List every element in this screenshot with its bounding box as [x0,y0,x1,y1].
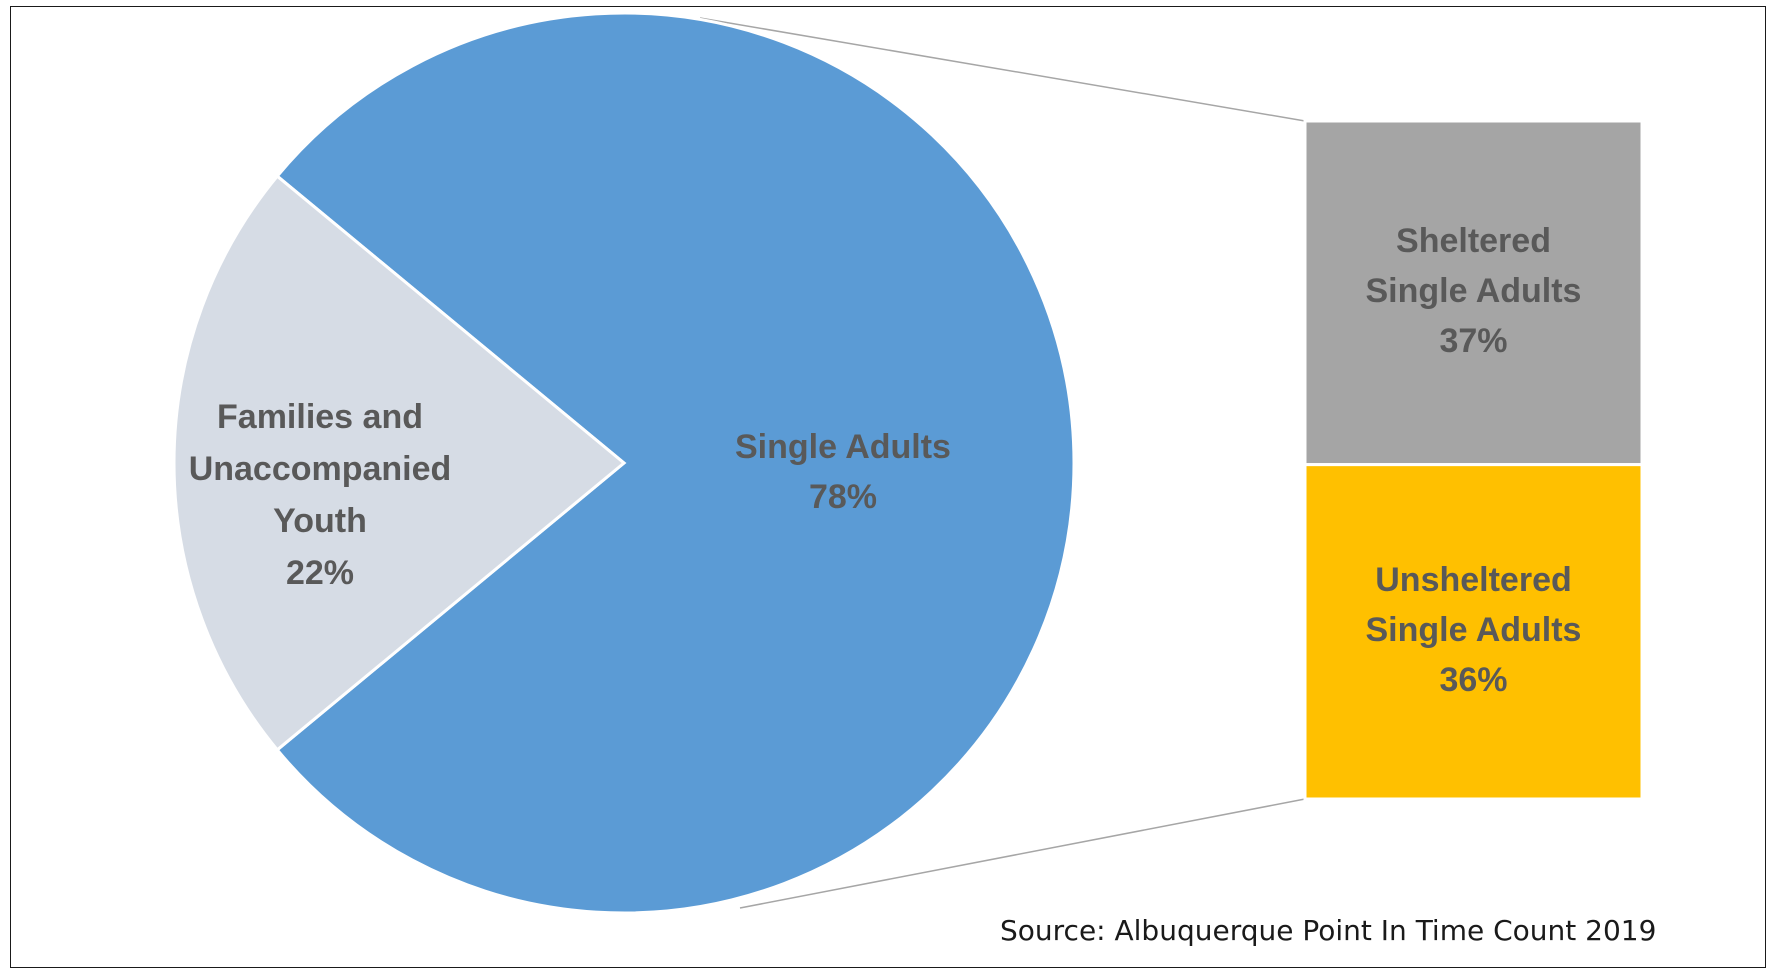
breakdown-bar [1303,119,1644,801]
label-families-youth: Families and Unaccompanied Youth 22% [189,398,452,592]
label-sheltered: Sheltered Single Adults 37% [1366,222,1582,360]
source-note: Source: Albuquerque Point In Time Count … [1000,914,1656,947]
bar-segment-unsheltered [1303,463,1644,801]
connector-line-bottom [739,798,1306,909]
label-single-adults: Single Adults 78% [735,428,951,516]
connector-line-top [699,17,1306,122]
pie-slice-families-youth [172,174,627,752]
chart-frame [10,6,1766,968]
pie [172,11,1076,915]
data-labels: Single Adults 78% Families and Unaccompanie… [189,222,1582,699]
pie-slice-single-adults [275,11,1076,915]
label-unsheltered: Unsheltered Single Adults 36% [1366,561,1582,699]
connector-lines [699,17,1306,909]
bar-segment-sheltered [1303,119,1644,467]
